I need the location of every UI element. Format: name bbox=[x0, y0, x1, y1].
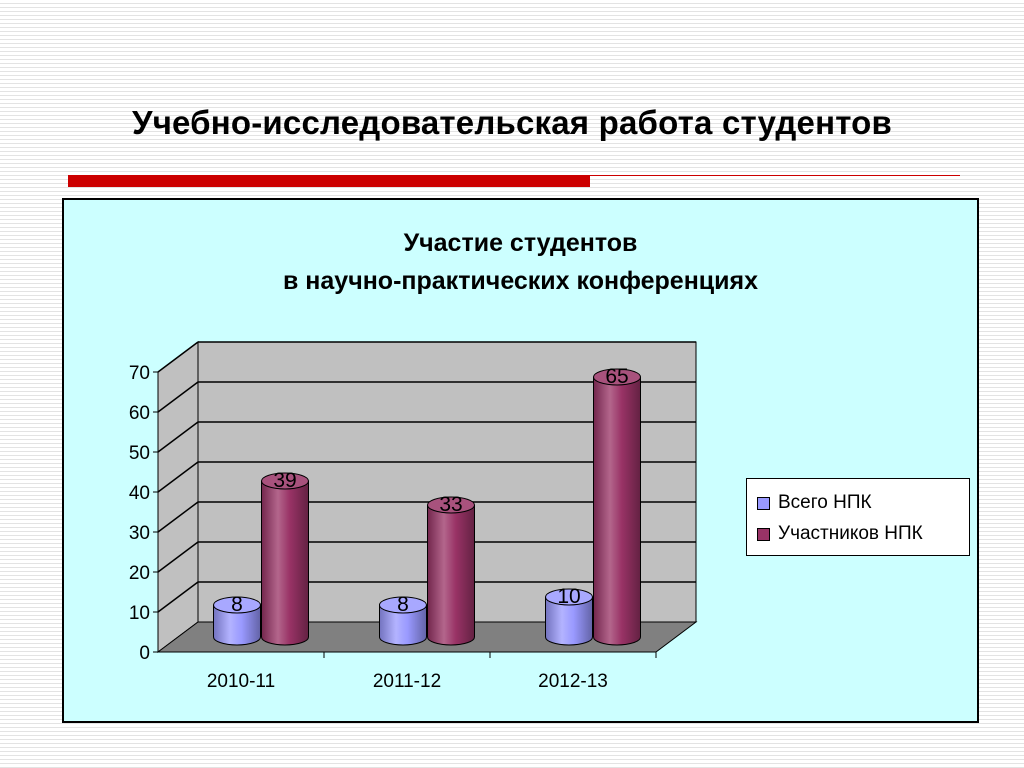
gridline-side bbox=[157, 501, 199, 533]
legend-item-participants: Участников НПК bbox=[757, 522, 923, 546]
bar-chart-plot: 0 10 20 30 40 50 60 70 2010-11 2011-12 2012-13 8 39 8… bbox=[129, 341, 698, 692]
bar-participants bbox=[427, 504, 475, 646]
bar-total bbox=[213, 604, 261, 646]
y-tick-label: 20 bbox=[129, 563, 150, 584]
x-tick-label: 2012-13 bbox=[538, 671, 608, 692]
gridline-side bbox=[157, 421, 199, 453]
slide-title: Учебно-исследовательская работа студенто… bbox=[131, 104, 893, 141]
y-tick-label: 60 bbox=[129, 403, 150, 424]
chart-title-line-2: в научно-практических конференциях bbox=[282, 267, 759, 295]
plot-side-wall bbox=[157, 341, 199, 653]
chart-legend: Всего НПК Участников НПК bbox=[746, 478, 970, 556]
y-tick-label: 70 bbox=[129, 363, 150, 384]
gridline-side bbox=[157, 541, 199, 573]
y-tick-label: 0 bbox=[139, 643, 150, 664]
legend-label-participants: Участников НПК bbox=[778, 523, 923, 544]
x-tick-label: 2010-11 bbox=[207, 671, 275, 692]
bar-total bbox=[379, 604, 427, 646]
legend-swatch-total bbox=[757, 496, 770, 510]
bar-total-top bbox=[213, 596, 261, 614]
data-label: 39 bbox=[273, 469, 296, 492]
data-label: 33 bbox=[439, 493, 462, 516]
y-tick-label: 30 bbox=[129, 523, 150, 544]
legend-swatch-participants bbox=[757, 527, 770, 541]
bar-participants-top bbox=[593, 368, 641, 386]
gridline-side bbox=[157, 381, 199, 413]
bar-participants bbox=[593, 376, 641, 646]
gridline-side bbox=[157, 461, 199, 493]
legend-label-total: Всего НПК bbox=[778, 492, 872, 513]
chart-title-line-1: Участие студентов bbox=[403, 229, 638, 257]
bar-total-top bbox=[379, 596, 427, 614]
y-tick-label: 40 bbox=[129, 483, 150, 504]
x-tick-label: 2011-12 bbox=[373, 671, 441, 692]
data-label: 10 bbox=[557, 585, 580, 608]
bar-participants-top bbox=[261, 472, 309, 490]
data-label: 8 bbox=[397, 593, 409, 616]
legend-item-total: Всего НПК bbox=[757, 491, 872, 515]
title-underline-thin bbox=[590, 175, 960, 176]
data-label: 65 bbox=[605, 365, 628, 388]
gridline-side bbox=[157, 581, 199, 613]
bar-participants-top bbox=[427, 496, 475, 514]
data-label: 8 bbox=[231, 593, 243, 616]
chart-frame: Участие студентов в научно-практических … bbox=[62, 198, 979, 723]
title-underline-thick bbox=[68, 175, 590, 187]
bar-total bbox=[545, 596, 593, 646]
bar-participants bbox=[261, 480, 309, 646]
chart-title: Участие студентов в научно-практических … bbox=[64, 224, 977, 300]
y-tick-label: 10 bbox=[129, 603, 150, 624]
gridline-side bbox=[157, 341, 199, 373]
bar-total-top bbox=[545, 588, 593, 606]
y-tick-label: 50 bbox=[129, 443, 150, 464]
